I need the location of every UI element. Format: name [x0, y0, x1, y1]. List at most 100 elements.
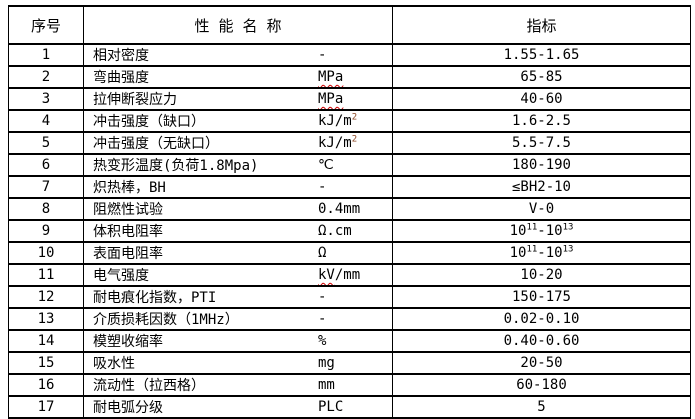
property-name-label: 相对密度	[93, 48, 149, 64]
row-number-cell: 5	[8, 131, 84, 155]
unit-label: -	[318, 47, 327, 63]
property-name-label: 表面电阻率	[93, 246, 163, 262]
row-number-cell: 13	[8, 307, 84, 331]
column-header-property-name: 性 能 名 称	[83, 5, 393, 45]
spec-value-cell: 5	[392, 395, 691, 419]
table-row: 6 热变形温度(负荷1.8Mpa) ℃ 180-190	[8, 153, 691, 177]
property-name-label: 耐电痕化指数，PTI	[93, 290, 217, 306]
row-number-cell: 2	[8, 65, 84, 89]
property-cell: 拉伸断裂应力 MPa	[83, 87, 393, 111]
property-cell: 热变形温度(负荷1.8Mpa) ℃	[83, 153, 393, 177]
row-number-cell: 8	[8, 197, 84, 221]
property-name-label: 电气强度	[93, 268, 149, 284]
spec-value-cell: 60-180	[392, 373, 691, 397]
unit-label: kV/mm	[318, 267, 361, 283]
table-row: 3 拉伸断裂应力 MPa 40-60	[8, 87, 691, 111]
property-cell: 电气强度 kV/mm	[83, 263, 393, 287]
property-cell: 冲击强度（无缺口） kJ/m2	[83, 131, 393, 155]
property-cell: 相对密度 -	[83, 43, 393, 67]
spec-value-cell: 10-20	[392, 263, 691, 287]
table-row: 8 阻燃性试验 0.4mm V-0	[8, 197, 691, 221]
property-name-label: 拉伸断裂应力	[93, 92, 177, 108]
spec-value-cell: 0.02-0.10	[392, 307, 691, 331]
property-name-label: 阻燃性试验	[93, 202, 163, 218]
row-number-cell: 9	[8, 219, 84, 243]
table-row: 15 吸水性 mg 20-50	[8, 351, 691, 375]
spec-value-cell: 0.40-0.60	[392, 329, 691, 353]
property-cell: 表面电阻率 Ω	[83, 241, 393, 265]
row-number-cell: 16	[8, 373, 84, 397]
property-name-label: 体积电阻率	[93, 224, 163, 240]
property-cell: 流动性（拉西格） mm	[83, 373, 393, 397]
property-name-label: 吸水性	[93, 356, 135, 372]
table-row: 13 介质损耗因数（1MHz） - 0.02-0.10	[8, 307, 691, 331]
unit-label: ℃	[318, 157, 334, 173]
table-row: 5 冲击强度（无缺口） kJ/m2 5.5-7.5	[8, 131, 691, 155]
unit-label: kJ/m2	[318, 112, 358, 129]
property-name-label: 弯曲强度	[93, 70, 149, 86]
unit-label: -	[318, 179, 327, 195]
row-number-cell: 6	[8, 153, 84, 177]
table-row: 16 流动性（拉西格） mm 60-180	[8, 373, 691, 397]
spec-value-cell: 40-60	[392, 87, 691, 111]
property-name-label: 耐电弧分级	[93, 400, 163, 416]
unit-label: mm	[318, 377, 335, 393]
table-row: 17 耐电弧分级 PLC 5	[8, 395, 691, 419]
spec-value-cell: ≤BH2-10	[392, 175, 691, 199]
table-row: 2 弯曲强度 MPa 65-85	[8, 65, 691, 89]
property-name-label: 冲击强度（无缺口）	[93, 136, 219, 152]
unit-label: -	[318, 311, 327, 327]
property-cell: 体积电阻率 Ω.cm	[83, 219, 393, 243]
property-cell: 炽热棒，BH -	[83, 175, 393, 199]
property-name-label: 热变形温度(负荷1.8Mpa)	[93, 158, 259, 174]
spec-value-cell: 20-50	[392, 351, 691, 375]
row-number-cell: 4	[8, 109, 84, 133]
property-cell: 介质损耗因数（1MHz） -	[83, 307, 393, 331]
spec-value-cell: 1011-1013	[392, 219, 691, 243]
property-cell: 耐电痕化指数，PTI -	[83, 285, 393, 309]
table-row: 1 相对密度 - 1.55-1.65	[8, 43, 691, 67]
row-number-cell: 10	[8, 241, 84, 265]
table-row: 7 炽热棒，BH - ≤BH2-10	[8, 175, 691, 199]
property-name-label: 炽热棒，BH	[93, 180, 166, 196]
property-cell: 弯曲强度 MPa	[83, 65, 393, 89]
column-header-index: 序号	[8, 5, 84, 45]
unit-label: PLC	[318, 399, 344, 415]
spec-value-cell: 1.55-1.65	[392, 43, 691, 67]
row-number-cell: 11	[8, 263, 84, 287]
row-number-cell: 14	[8, 329, 84, 353]
unit-label: kJ/m2	[318, 134, 358, 151]
spec-value-cell: 65-85	[392, 65, 691, 89]
row-number-cell: 17	[8, 395, 84, 419]
row-number-cell: 3	[8, 87, 84, 111]
row-number-cell: 15	[8, 351, 84, 375]
unit-label: Ω.cm	[318, 223, 352, 239]
property-name-label: 流动性（拉西格）	[93, 378, 205, 394]
table-header-row: 序号 性 能 名 称 指标	[8, 5, 691, 45]
spec-value-cell: 150-175	[392, 285, 691, 309]
row-number-cell: 12	[8, 285, 84, 309]
property-cell: 耐电弧分级 PLC	[83, 395, 393, 419]
table-row: 9 体积电阻率 Ω.cm 1011-1013	[8, 219, 691, 243]
unit-label: MPa	[318, 69, 344, 85]
property-cell: 冲击强度（缺口） kJ/m2	[83, 109, 393, 133]
unit-label: mg	[318, 355, 335, 371]
row-number-cell: 7	[8, 175, 84, 199]
unit-label: Ω	[318, 245, 327, 261]
table-row: 11 电气强度 kV/mm 10-20	[8, 263, 691, 287]
property-name-label: 介质损耗因数（1MHz）	[93, 312, 239, 328]
spec-value-cell: 5.5-7.5	[392, 131, 691, 155]
column-header-spec-value: 指标	[392, 5, 691, 45]
material-spec-table: 序号 性 能 名 称 指标 1 相对密度 -1.55-1.65 2 弯曲强度 MPa 65-…	[8, 5, 691, 419]
table-row: 10 表面电阻率 Ω 1011-1013	[8, 241, 691, 265]
table-row: 12 耐电痕化指数，PTI - 150-175	[8, 285, 691, 309]
property-cell: 模塑收缩率%	[83, 329, 393, 353]
spec-value-cell: 180-190	[392, 153, 691, 177]
property-cell: 阻燃性试验 0.4mm	[83, 197, 393, 221]
row-number-cell: 1	[8, 43, 84, 67]
unit-label: %	[318, 333, 327, 349]
property-name-label: 模塑收缩率	[93, 334, 163, 350]
spec-value-cell: 1.6-2.5	[392, 109, 691, 133]
unit-label: 0.4mm	[318, 201, 361, 217]
table-row: 14 模塑收缩率% 0.40-0.60	[8, 329, 691, 353]
